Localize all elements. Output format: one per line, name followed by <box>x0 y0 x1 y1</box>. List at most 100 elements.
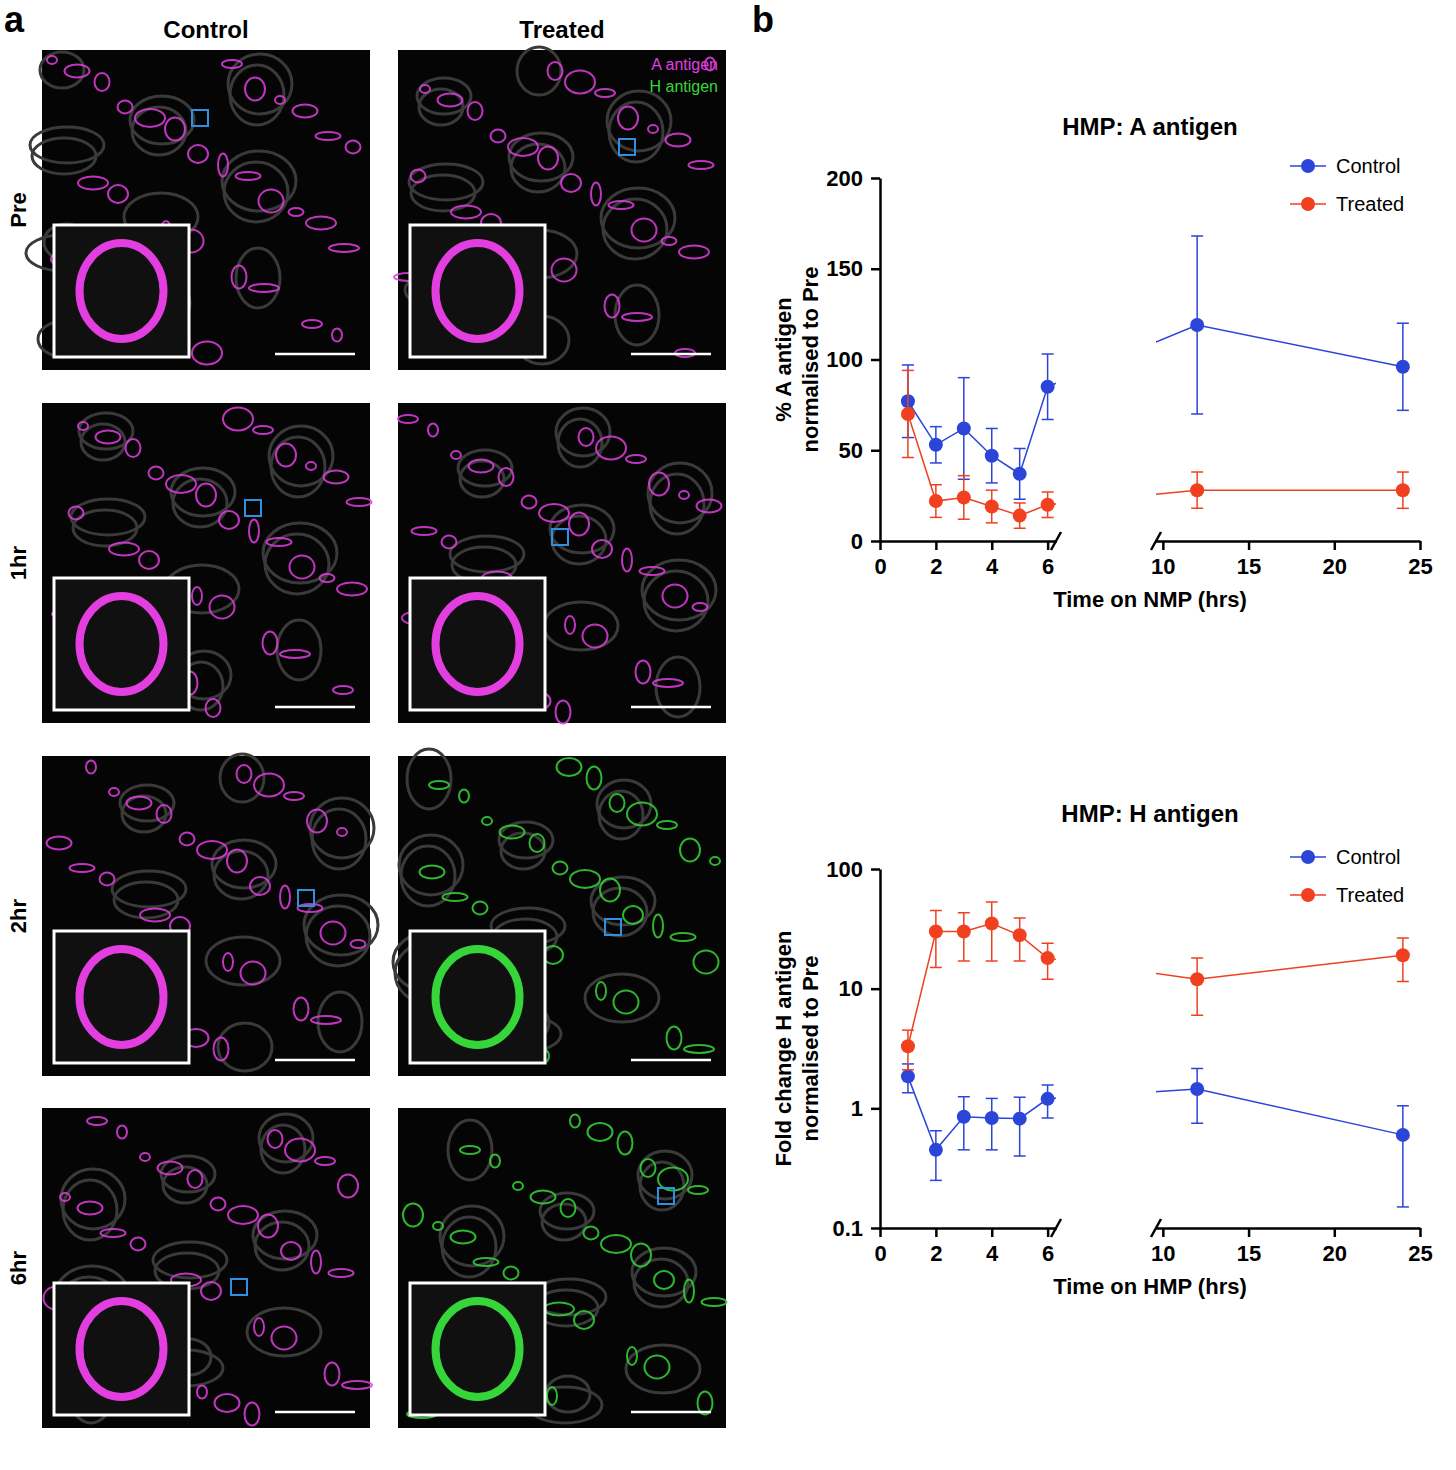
capillary <box>592 540 612 558</box>
capillary <box>316 132 341 140</box>
capillary <box>127 797 152 810</box>
x-tick-label: 25 <box>1408 554 1432 579</box>
micrograph-ground <box>398 756 726 1076</box>
error-bar-cap <box>1397 937 1409 939</box>
capillary <box>640 567 665 575</box>
tubule <box>626 1345 700 1393</box>
x-tick-mark <box>1047 541 1050 550</box>
tubule <box>460 461 504 497</box>
micrograph <box>394 47 726 370</box>
capillary <box>223 408 253 431</box>
tubule <box>130 96 194 144</box>
error-bar-cap <box>986 428 998 430</box>
tubule <box>597 780 651 828</box>
capillary <box>667 1027 682 1050</box>
y-tick-mark <box>871 868 880 871</box>
legend-item: Treated <box>1290 884 1404 906</box>
error-bar <box>930 485 942 518</box>
roi-box <box>231 1279 247 1295</box>
tubule <box>277 620 321 680</box>
error-bar-cap <box>1397 1105 1409 1107</box>
x-tick: 10 <box>1151 1228 1175 1266</box>
micrograph-ground <box>42 50 370 370</box>
data-point <box>929 438 943 452</box>
capillary <box>140 909 170 922</box>
tubule <box>650 474 704 534</box>
error-bar-cap <box>930 1130 942 1132</box>
x-tick: 0 <box>874 541 886 579</box>
capillary <box>197 841 227 859</box>
data-point <box>1190 1082 1204 1096</box>
capillary <box>473 902 488 915</box>
data-point <box>1190 483 1204 497</box>
error-bar-cap <box>958 912 970 914</box>
tubule <box>228 54 292 114</box>
capillary <box>165 118 185 141</box>
tubule <box>32 138 96 174</box>
capillary <box>561 174 581 192</box>
tubule <box>122 796 166 832</box>
tubule <box>310 798 374 858</box>
tubule <box>550 505 614 553</box>
panel-letter: b <box>752 0 774 40</box>
x-tick-label: 2 <box>930 554 942 579</box>
data-point <box>901 407 915 421</box>
tubule <box>407 749 451 809</box>
capillary <box>614 991 639 1014</box>
capillary <box>294 998 309 1021</box>
capillary <box>556 701 571 724</box>
capillary <box>649 473 669 496</box>
capillary <box>530 834 545 852</box>
error-bar-cap <box>930 517 942 519</box>
stain-legend: A antigen <box>651 56 718 73</box>
capillary <box>609 201 634 209</box>
capillary <box>139 551 159 569</box>
error-bar <box>1191 958 1203 1015</box>
data-point <box>957 1110 971 1124</box>
panel-letter: a <box>4 0 25 40</box>
capillary <box>538 147 558 170</box>
micrograph-ground <box>42 403 370 723</box>
error-bar-cap <box>930 967 942 969</box>
error-bar-cap <box>1042 1084 1054 1086</box>
tubule <box>401 846 455 906</box>
data-point <box>1041 1092 1055 1106</box>
tubule <box>265 534 329 594</box>
y-tick-label: 50 <box>839 438 863 463</box>
capillary <box>504 1267 519 1280</box>
x-tick-mark <box>991 1228 994 1237</box>
capillary <box>192 587 202 605</box>
capillary <box>180 833 195 846</box>
capillary <box>693 603 708 611</box>
error-bar-cap <box>958 960 970 962</box>
y-tick: 200 <box>826 166 880 191</box>
error-bar-cap <box>1191 1014 1203 1016</box>
capillary <box>553 862 568 875</box>
tubule <box>644 571 708 631</box>
micrograph <box>42 403 372 723</box>
capillary <box>307 810 327 833</box>
error-bar-cap <box>1191 1123 1203 1125</box>
capillary <box>469 460 494 473</box>
capillary <box>627 1347 637 1365</box>
capillary <box>565 616 575 634</box>
capillary <box>201 1282 221 1300</box>
tubule <box>509 133 573 181</box>
error-bar <box>986 902 998 961</box>
tubule <box>132 107 186 155</box>
capillary <box>131 1238 146 1251</box>
y-tick-label: 150 <box>826 256 863 281</box>
error-bar-stem <box>1196 958 1198 1015</box>
capillary <box>321 922 346 945</box>
capillary <box>561 1199 576 1217</box>
data-point <box>1041 498 1055 512</box>
tubule <box>61 1169 125 1229</box>
x-tick-label: 25 <box>1408 1241 1432 1266</box>
tubule <box>642 560 716 620</box>
tubule <box>218 1023 272 1071</box>
tubule <box>255 1222 309 1270</box>
error-bar <box>986 1098 998 1149</box>
capillary <box>228 1206 258 1224</box>
capillary <box>250 877 270 895</box>
error-bar-cap <box>1014 528 1026 530</box>
